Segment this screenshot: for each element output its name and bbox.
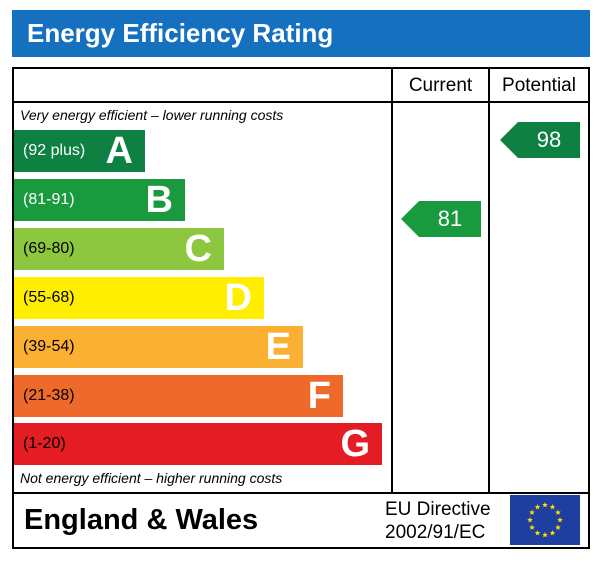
current-rating-arrow: 81 xyxy=(401,201,481,237)
band-e: (39-54) E xyxy=(14,326,303,368)
band-letter: D xyxy=(224,277,252,319)
band-range: (92 plus) xyxy=(23,142,86,159)
star-icon xyxy=(529,509,535,515)
potential-column-divider xyxy=(488,67,490,494)
band-g: (1-20) G xyxy=(14,423,382,465)
current-column-divider xyxy=(391,67,393,494)
star-icon xyxy=(549,504,556,510)
star-icon xyxy=(529,524,535,530)
eu-flag-stars xyxy=(527,502,563,538)
eu-flag-icon xyxy=(510,495,580,545)
star-icon xyxy=(555,524,561,530)
star-icon xyxy=(555,509,561,515)
footer-divider xyxy=(12,492,590,494)
band-range: (81-91) xyxy=(23,191,75,208)
star-icon xyxy=(549,529,556,536)
potential-column-header: Potential xyxy=(502,75,576,96)
band-letter: E xyxy=(265,326,291,368)
band-f: (21-38) F xyxy=(14,375,343,417)
band-c: (69-80) C xyxy=(14,228,224,270)
directive-line-1: EU Directive xyxy=(385,499,491,520)
star-icon xyxy=(542,502,548,508)
band-letter: G xyxy=(340,423,370,465)
band-letter: C xyxy=(184,228,212,270)
current-column-header: Current xyxy=(408,75,473,96)
region-label: England & Wales xyxy=(24,504,259,536)
top-note: Very energy efficient – lower running co… xyxy=(20,107,284,123)
band-range: (39-54) xyxy=(23,338,75,355)
current-rating-value: 81 xyxy=(437,206,463,231)
band-letter: B xyxy=(145,179,173,221)
band-letter: A xyxy=(105,130,133,172)
band-range: (55-68) xyxy=(23,289,75,306)
potential-rating-value: 98 xyxy=(536,127,562,152)
eu-directive: EU Directive 2002/91/EC xyxy=(385,498,491,544)
star-icon xyxy=(534,529,541,536)
band-d: (55-68) D xyxy=(14,277,264,319)
page-title: Energy Efficiency Rating xyxy=(12,10,590,57)
band-range: (1-20) xyxy=(23,435,66,452)
band-range: (69-80) xyxy=(23,240,75,257)
star-icon xyxy=(527,517,533,523)
band-b: (81-91) B xyxy=(14,179,185,221)
star-icon xyxy=(557,517,563,523)
band-range: (21-38) xyxy=(23,387,75,404)
rating-table xyxy=(12,67,590,549)
header-divider xyxy=(12,101,590,103)
potential-rating-arrow: 98 xyxy=(500,122,580,158)
bottom-note: Not energy efficient – higher running co… xyxy=(20,470,283,486)
band-letter: F xyxy=(307,375,331,417)
star-icon xyxy=(542,532,548,538)
band-a: (92 plus) A xyxy=(14,130,145,172)
directive-line-2: 2002/91/EC xyxy=(385,522,486,543)
star-icon xyxy=(534,504,541,510)
